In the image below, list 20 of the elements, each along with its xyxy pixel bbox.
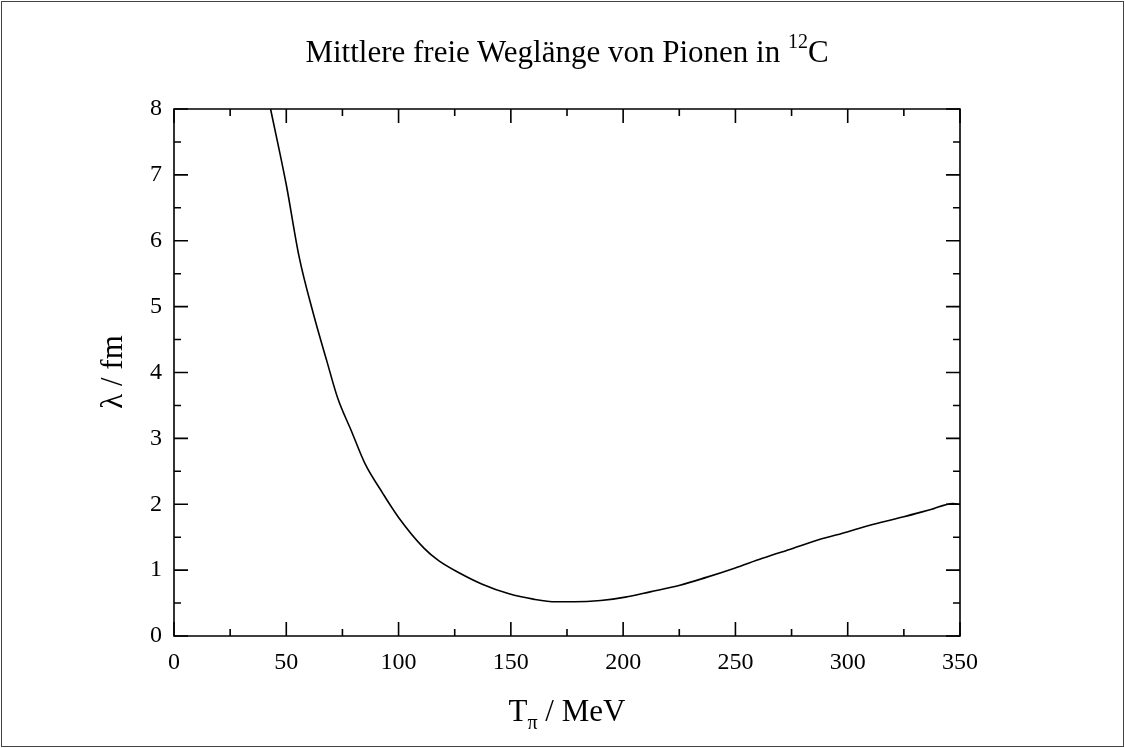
y-tick-label: 5 <box>150 291 162 318</box>
x-tick-label: 200 <box>605 648 642 675</box>
y-tick-label: 0 <box>150 621 162 648</box>
y-tick-label: 4 <box>150 357 162 384</box>
x-tick-label: 50 <box>274 648 299 675</box>
x-tick-label: 100 <box>380 648 417 675</box>
y-tick-label: 3 <box>150 423 162 450</box>
x-tick-label: 300 <box>829 648 866 675</box>
x-tick-label: 250 <box>717 648 754 675</box>
chart-title: Mittlere freie Weglänge von Pionen in $^{12}$C <box>305 30 829 70</box>
x-tick-label: 350 <box>942 648 978 675</box>
x-tick-label: 0 <box>168 648 180 675</box>
x-axis-title: T$_{π}$ / MeV <box>508 692 626 734</box>
x-tick-label: 150 <box>492 648 529 675</box>
y-tick-label: 8 <box>150 94 162 121</box>
y-tick-label: 2 <box>150 489 162 516</box>
y-tick-label: 6 <box>150 226 162 253</box>
y-axis-title: λ / fm <box>94 335 130 409</box>
y-tick-label: 7 <box>150 160 162 187</box>
y-tick-label: 1 <box>150 555 162 582</box>
